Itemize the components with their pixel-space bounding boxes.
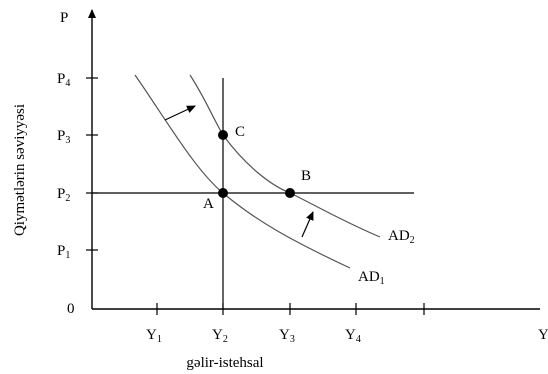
shift-arrow-upper [164,105,196,121]
ad2-label: AD2 [388,228,415,246]
y-tick-label-p1: P1 [57,243,70,261]
x-tick-label-y2: Y2 [212,327,228,345]
y-tick-label-p4: P4 [57,71,70,89]
point-a-marker [218,188,228,198]
ad2-curve [189,74,381,238]
y-tick-label-p3: P3 [57,128,70,146]
x-axis-title: gəlir-istehsal [186,355,263,371]
point-c-marker [218,130,228,140]
x-tick-label-y4: Y4 [345,327,361,345]
x-tick-label-y1: Y1 [146,327,162,345]
y-axis-symbol: P [60,10,68,26]
x-axis-symbol: Y [538,327,548,343]
origin-label: 0 [67,301,75,317]
point-b-marker [285,188,295,198]
ad1-label: AD1 [358,269,385,287]
point-b-label: B [301,168,311,184]
y-axis-title: Qiymətlərin səviyyəsi [12,104,28,236]
point-c-label: C [235,124,245,140]
x-tick-label-y3: Y3 [279,327,295,345]
y-tick-label-p2: P2 [57,186,70,204]
point-a-label: A [203,196,214,212]
shift-arrow-lower [301,211,314,238]
ad1-curve [134,74,351,269]
